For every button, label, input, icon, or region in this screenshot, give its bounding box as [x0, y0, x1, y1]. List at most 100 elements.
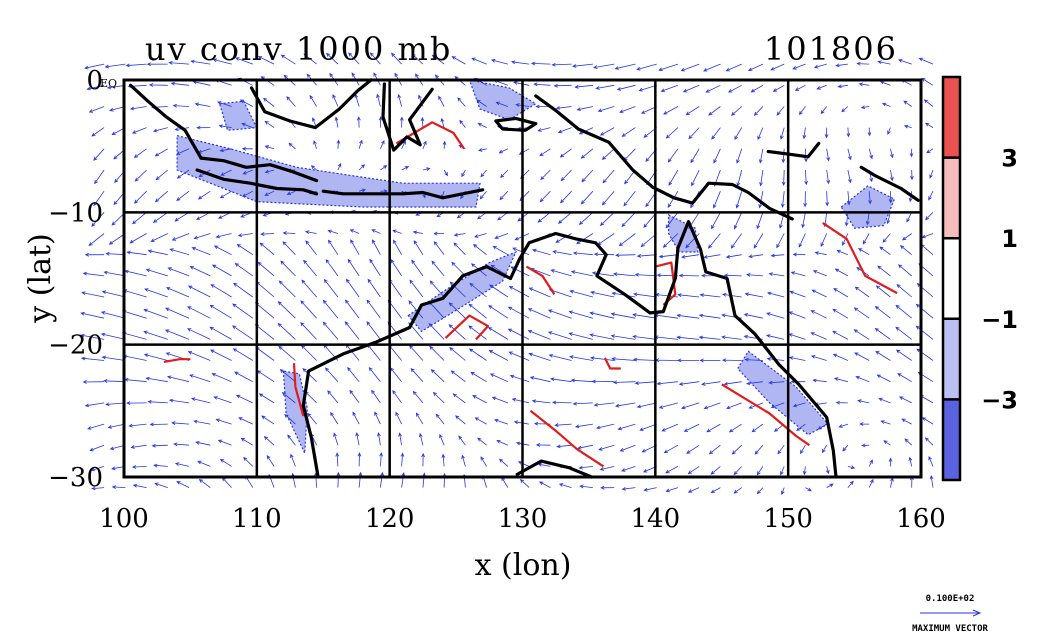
convergence-region-5: [282, 370, 308, 454]
wind-vector-149: [239, 99, 253, 107]
wind-vector-571: [667, 148, 679, 163]
wind-vector-498: [570, 378, 593, 383]
wind-vector-770: [854, 352, 870, 361]
wind-vector-164: [238, 417, 253, 425]
wind-vector-753: [842, 444, 849, 452]
wind-vector-292: [379, 452, 383, 467]
wind-vector-45: [131, 127, 147, 134]
wind-vector-524: [600, 485, 615, 490]
wind-vector-59: [128, 423, 147, 428]
wind-vector-244: [322, 321, 339, 340]
wind-vector-36: [103, 379, 126, 383]
wind-vector-30: [105, 251, 126, 256]
y-tick-labels: 0 −10 −20 −30: [48, 66, 103, 493]
wind-vector-107: [194, 102, 211, 107]
wind-vector-583: [658, 402, 679, 409]
wind-vector-99: [166, 375, 190, 383]
wind-vector-814: [899, 396, 912, 404]
wind-vector-768: [853, 307, 870, 319]
wind-vector-338: [438, 95, 445, 107]
wind-vector-303: [393, 239, 402, 255]
wind-vector-653: [753, 106, 764, 116]
wind-vector-523: [599, 466, 615, 471]
wind-vector-585: [663, 444, 679, 454]
wind-vector-582: [656, 381, 678, 386]
wind-vector-494: [569, 289, 594, 298]
wind-vector-386: [474, 233, 487, 238]
wind-vector-240: [327, 239, 339, 255]
wind-vector-455: [528, 352, 551, 361]
wind-vector-298: [401, 140, 406, 149]
wind-vector-587: [665, 487, 679, 493]
wind-vector-620: [699, 293, 721, 298]
wind-vector-223: [300, 322, 317, 340]
wind-vector-48: [133, 190, 147, 204]
coastline-australia-mainland: [301, 220, 838, 479]
wind-vector-812: [895, 349, 912, 361]
wind-vector-526: [616, 84, 636, 91]
wind-vector-53: [122, 289, 147, 298]
wind-vector-264: [344, 299, 360, 319]
wind-vector-86: [172, 103, 190, 108]
wind-vector-168: [257, 56, 275, 65]
wind-vector-199: [280, 260, 296, 277]
wind-vector-193: [288, 142, 296, 150]
wind-vector-717: [824, 127, 829, 139]
wind-vector-839: [929, 474, 934, 488]
wind-vector-580: [654, 335, 678, 340]
wind-vector-410: [489, 284, 509, 298]
wind-vector-704: [789, 290, 806, 298]
colorbar-label: 1: [1001, 225, 1018, 253]
wind-vector-349: [428, 323, 445, 340]
wind-vector-181: [254, 324, 275, 340]
y-tick-label: 0: [86, 66, 103, 96]
wind-vector-55: [121, 331, 147, 340]
wind-vector-652: [750, 84, 764, 93]
wind-vector-511: [599, 212, 615, 227]
wind-vector-452: [528, 287, 551, 298]
vector-legend: 0.100E+02 MAXIMUM VECTOR: [912, 594, 988, 634]
wind-vector-78: [145, 376, 168, 383]
wind-vector-224: [300, 344, 317, 361]
wind-vector-432: [507, 306, 530, 319]
wind-vector-81: [151, 443, 168, 448]
x-tick-label: 160: [896, 504, 946, 534]
wind-vector-447: [539, 190, 551, 203]
wind-vector-135: [213, 245, 232, 256]
wind-vector-117: [187, 306, 211, 319]
colorbar-label: −3: [981, 386, 1018, 414]
wind-vector-68: [155, 169, 169, 181]
wind-vector-788: [875, 285, 891, 298]
wind-vector-809: [896, 284, 912, 298]
wind-vector-294: [390, 52, 402, 65]
wind-vector-290: [374, 411, 381, 425]
wind-vector-366: [453, 242, 466, 255]
wind-vector-698: [804, 169, 808, 186]
wind-vector-37: [105, 402, 126, 407]
wind-vector-723: [814, 251, 827, 256]
wind-vector-822: [924, 122, 934, 128]
wind-vector-162: [234, 371, 253, 383]
wind-vector-125: [198, 479, 211, 488]
wind-vector-612: [711, 127, 721, 140]
wind-vector-243: [322, 299, 339, 319]
wind-vector-313: [400, 452, 405, 467]
wind-vector-512: [597, 233, 615, 246]
wind-vector-346: [431, 260, 445, 277]
wind-vector-453: [527, 308, 551, 319]
wind-vector-488: [581, 169, 594, 183]
wind-vector-58: [126, 401, 147, 405]
wind-vector-420: [510, 60, 530, 65]
wind-vector-83: [154, 482, 168, 488]
wind-vector-654: [757, 127, 764, 141]
wind-vector-756: [856, 61, 870, 66]
wind-vector-373: [452, 393, 466, 404]
wind-vector-122: [193, 419, 211, 425]
wind-vector-101: [171, 421, 190, 425]
wind-vector-474: [547, 309, 572, 319]
wind-vector-784: [886, 212, 891, 225]
wind-vector-227: [307, 412, 317, 425]
coastline-sulawesi: [381, 82, 434, 152]
wind-vector-607: [687, 466, 700, 475]
wind-vector-691: [780, 466, 785, 476]
